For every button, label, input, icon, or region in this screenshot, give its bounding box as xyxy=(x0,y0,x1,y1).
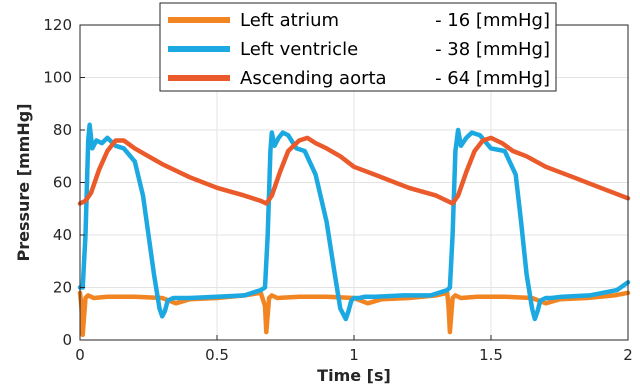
x-axis-label: Time [s] xyxy=(317,366,391,385)
y-tick-label: 0 xyxy=(62,331,72,349)
legend: Left atrium - 16 [mmHg] Left ventricle - 38… xyxy=(159,2,557,92)
y-axis-label: Pressure [mmHg] xyxy=(14,103,33,261)
legend-label-1: Left ventricle xyxy=(240,39,358,60)
legend-value-1: - 38 [mmHg] xyxy=(435,39,550,60)
y-tick-label: 40 xyxy=(53,226,72,244)
legend-label-2: Ascending aorta xyxy=(240,68,387,89)
x-tick-label: 1.5 xyxy=(479,346,503,364)
x-tick-label: 0.5 xyxy=(205,346,229,364)
y-tick-label: 20 xyxy=(53,279,72,297)
legend-value-0: - 16 [mmHg] xyxy=(435,10,550,31)
legend-value-2: - 64 [mmHg] xyxy=(435,68,550,89)
x-tick-label: 0 xyxy=(75,346,85,364)
x-tick-label: 2 xyxy=(623,346,633,364)
y-tick-label: 60 xyxy=(53,174,72,192)
axis-ticks xyxy=(79,24,629,341)
series-line-2 xyxy=(77,135,631,206)
series-line-0 xyxy=(77,290,631,338)
series-layer xyxy=(77,122,631,338)
y-tick-label: 80 xyxy=(53,121,72,139)
y-tick-label: 120 xyxy=(43,16,72,34)
legend-label-0: Left atrium xyxy=(240,10,339,31)
x-tick-label: 1 xyxy=(349,346,359,364)
y-tick-label: 100 xyxy=(43,69,72,87)
series-line-1 xyxy=(77,122,631,322)
